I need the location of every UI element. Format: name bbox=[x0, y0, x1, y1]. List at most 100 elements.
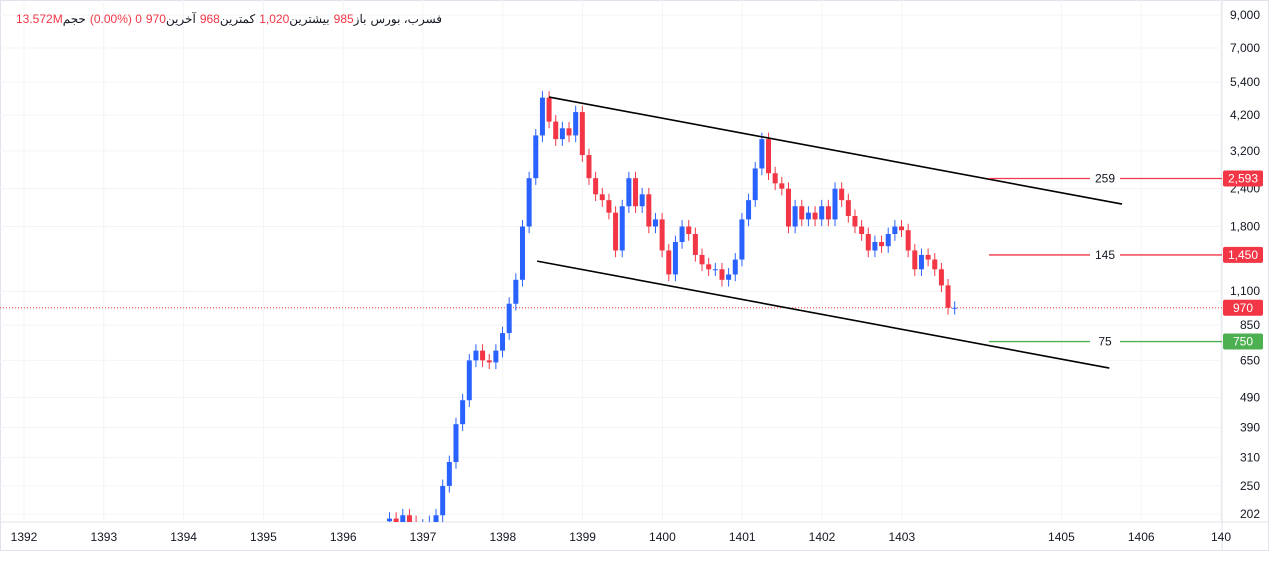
x-tick-label: 1394 bbox=[170, 530, 197, 544]
candle-body bbox=[719, 269, 725, 280]
chart-frame bbox=[0, 0, 1269, 551]
candle-body bbox=[879, 241, 885, 247]
candle-body bbox=[752, 168, 758, 201]
level-price-badge bbox=[1223, 170, 1263, 187]
candle-body bbox=[453, 424, 459, 462]
upper-channel-trendline bbox=[548, 96, 1123, 205]
candle-body bbox=[519, 226, 525, 280]
candle-body bbox=[739, 219, 745, 260]
candle-body bbox=[599, 194, 605, 201]
candle-body bbox=[500, 333, 506, 351]
candle-body bbox=[386, 518, 392, 522]
candle-body bbox=[839, 188, 845, 201]
candle-body bbox=[606, 200, 612, 213]
y-tick-label: 490 bbox=[1240, 391, 1260, 405]
candle-body bbox=[932, 259, 938, 270]
y-tick-label: 9,000 bbox=[1230, 8, 1260, 22]
x-tick-label: 1402 bbox=[809, 530, 836, 544]
x-tick-label: 1400 bbox=[649, 530, 676, 544]
x-tick-label: 140 bbox=[1211, 530, 1231, 544]
candle-body bbox=[918, 254, 924, 270]
open-value: 985 bbox=[333, 12, 354, 26]
candle-body bbox=[872, 241, 878, 251]
candle-body bbox=[559, 128, 565, 140]
open-label: باز bbox=[353, 12, 367, 26]
candle-body bbox=[626, 178, 632, 207]
candle-body bbox=[825, 206, 831, 220]
y-tick-label: 4,200 bbox=[1230, 108, 1260, 122]
candle-body bbox=[938, 269, 944, 286]
candle-body bbox=[925, 254, 931, 260]
candle-body bbox=[892, 226, 898, 235]
candle-body bbox=[712, 269, 718, 271]
candle-body bbox=[406, 515, 412, 522]
y-tick-label: 390 bbox=[1240, 420, 1260, 434]
candle-body bbox=[766, 139, 772, 174]
candle-body bbox=[546, 97, 552, 122]
y-tick-label: 1,100 bbox=[1230, 284, 1260, 298]
candle-body bbox=[799, 206, 805, 220]
candle-body bbox=[845, 200, 851, 216]
last-price-label: 970 bbox=[1233, 301, 1253, 315]
x-tick-label: 1392 bbox=[11, 530, 38, 544]
candle-body bbox=[579, 112, 585, 156]
candle-body bbox=[672, 241, 678, 275]
candle-body bbox=[433, 515, 439, 522]
candle-body bbox=[692, 234, 698, 255]
y-tick-label: 7,000 bbox=[1230, 41, 1260, 55]
candle-body bbox=[812, 212, 818, 220]
candle-body bbox=[613, 212, 619, 251]
x-tick-label: 1405 bbox=[1048, 530, 1075, 544]
candle-body bbox=[506, 303, 512, 334]
candle-body bbox=[646, 194, 652, 227]
candle-body bbox=[593, 178, 599, 195]
candle-body bbox=[573, 112, 579, 136]
candle-body bbox=[619, 206, 625, 251]
candle-body bbox=[446, 461, 452, 486]
candle-body bbox=[414, 522, 419, 526]
change-value: 0 (0.00%) bbox=[89, 12, 142, 26]
candle-body bbox=[513, 279, 519, 304]
level-label: 145 bbox=[1095, 248, 1115, 262]
candle-body bbox=[699, 254, 705, 265]
y-tick-label: 1,800 bbox=[1230, 220, 1260, 234]
plot-area bbox=[0, 91, 1222, 526]
candle-body bbox=[779, 183, 785, 189]
y-tick-label: 250 bbox=[1240, 479, 1260, 493]
candle-body bbox=[726, 274, 732, 280]
level-price-label: 750 bbox=[1233, 335, 1253, 349]
candle-body bbox=[526, 178, 532, 227]
candle-body bbox=[393, 518, 399, 522]
candle-body bbox=[539, 97, 545, 136]
candle-body bbox=[480, 350, 486, 361]
y-tick-label: 650 bbox=[1240, 353, 1260, 367]
x-tick-label: 1403 bbox=[888, 530, 915, 544]
candle-body bbox=[639, 194, 645, 207]
volume-label: حجم bbox=[62, 12, 86, 26]
level-price-badge bbox=[1223, 333, 1263, 350]
candle-body bbox=[679, 226, 685, 242]
candle-body bbox=[746, 200, 752, 220]
candle-body bbox=[553, 121, 559, 140]
candle-body bbox=[566, 128, 572, 136]
candle-body bbox=[885, 234, 891, 247]
candle-body bbox=[473, 350, 479, 361]
candle-body bbox=[486, 360, 492, 363]
level-label: 259 bbox=[1095, 172, 1115, 186]
x-tick-label: 1399 bbox=[569, 530, 596, 544]
ohlc-header: فسرب، بورس باز985 بیشترین1,020 کمترین968… bbox=[16, 12, 442, 26]
candle-body bbox=[865, 234, 871, 251]
volume-value: 13.572M bbox=[16, 12, 63, 26]
x-tick-label: 1398 bbox=[489, 530, 516, 544]
lower-channel-trendline bbox=[536, 260, 1110, 369]
candle-body bbox=[759, 139, 765, 169]
x-tick-label: 1395 bbox=[250, 530, 277, 544]
candle-body bbox=[493, 350, 499, 363]
level-price-label: 1,450 bbox=[1228, 248, 1258, 262]
last-value: 970 bbox=[145, 12, 166, 26]
candle-body bbox=[427, 522, 432, 526]
low-value: 968 bbox=[199, 12, 220, 26]
candle-body bbox=[659, 219, 665, 251]
